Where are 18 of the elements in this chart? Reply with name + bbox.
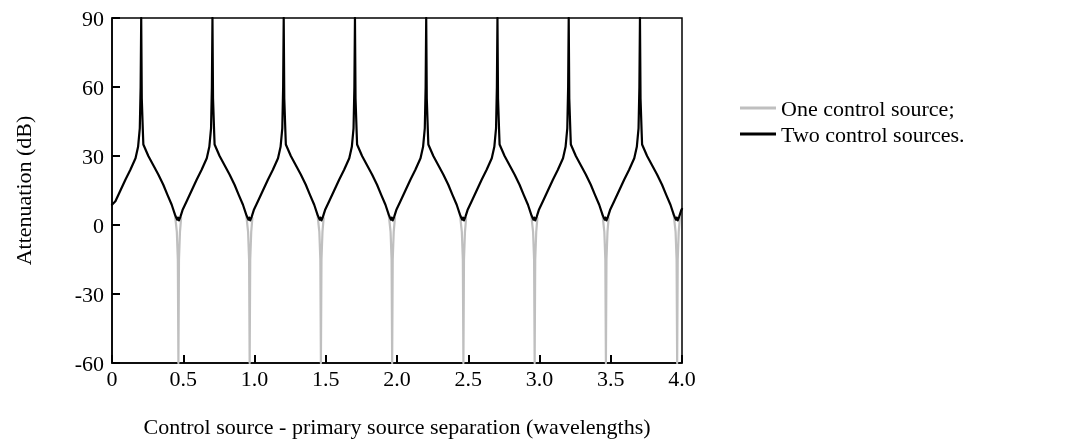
- legend-label: One control source;: [781, 95, 955, 121]
- legend-label: Two control sources.: [781, 121, 965, 147]
- y-tick-label: 60: [82, 74, 104, 100]
- x-tick-label: 2.0: [383, 365, 411, 391]
- y-tick-label: -30: [74, 281, 104, 307]
- x-tick-label: 2.5: [454, 365, 482, 391]
- y-axis-title: Attenuation (dB): [10, 115, 36, 266]
- x-tick-label: 0.5: [169, 365, 197, 391]
- y-tick-label: 90: [82, 5, 104, 31]
- x-tick-label: 3.5: [597, 365, 625, 391]
- y-tick-label: 0: [93, 212, 104, 238]
- y-tick-label: -60: [74, 350, 104, 376]
- y-tick-label: 30: [82, 143, 104, 169]
- x-tick-label: 1.0: [240, 365, 269, 391]
- x-tick-label: 1.5: [312, 365, 340, 391]
- x-tick-label: 4.0: [668, 365, 696, 391]
- x-tick-label: 3.0: [525, 365, 554, 391]
- x-axis-title: Control source - primary source separation (wavelengths): [143, 413, 651, 439]
